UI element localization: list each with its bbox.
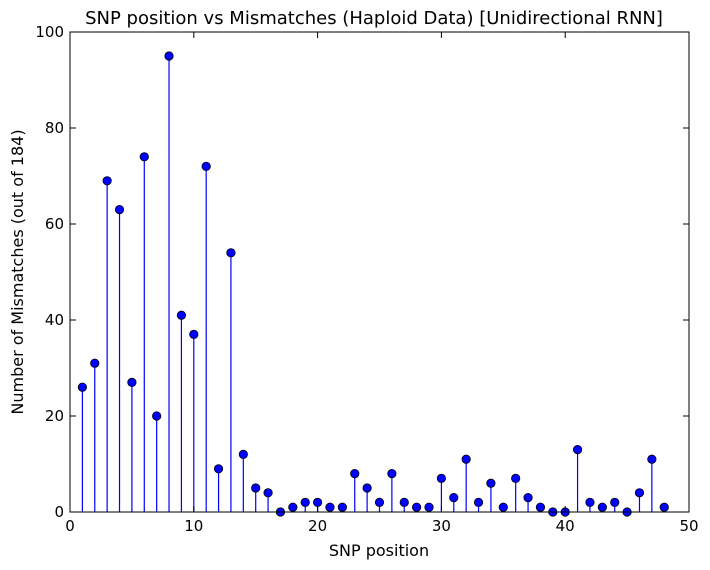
stem-marker	[300, 497, 310, 507]
x-tick-label: 40	[556, 517, 575, 535]
stem-marker	[449, 492, 459, 503]
stem-marker	[597, 502, 607, 512]
stem-marker	[362, 483, 372, 493]
stem-marker	[201, 161, 211, 171]
stem-marker	[114, 205, 125, 215]
stem-marker	[350, 468, 360, 479]
stem-marker	[610, 497, 620, 507]
stem-marker	[77, 382, 87, 392]
stem-marker	[486, 478, 496, 488]
y-axis-ticks: 0 20 40 60 80 100	[35, 23, 689, 521]
stem-marker	[189, 329, 199, 339]
plot-frame	[69, 31, 690, 513]
stem-marker	[399, 497, 409, 507]
stem-marker	[634, 488, 645, 498]
y-tick-label: 80	[45, 119, 64, 137]
stem-marker	[152, 411, 162, 421]
y-tick-label: 20	[45, 407, 64, 425]
stem-marker	[263, 488, 273, 498]
stem-marker	[473, 497, 484, 507]
stem-marker	[213, 464, 224, 474]
stem-marker	[102, 176, 112, 186]
x-tick-label: 30	[432, 517, 451, 535]
x-tick-label: 50	[679, 517, 698, 535]
stem-marker	[498, 502, 508, 512]
stem-marker	[511, 473, 521, 483]
stem-marker	[337, 502, 347, 512]
stem-marker	[374, 497, 385, 507]
stem-marker	[387, 468, 397, 479]
x-axis-ticks: 0 10 20 30 40 50	[65, 32, 699, 535]
stem-marker	[251, 483, 261, 493]
stem-marker	[139, 152, 149, 162]
y-tick-label: 0	[54, 503, 64, 521]
x-tick-label: 10	[184, 517, 203, 535]
stem-marker	[127, 377, 137, 387]
stem-lines	[81, 56, 665, 512]
x-axis-label: SNP position	[329, 541, 429, 560]
stem-marker	[164, 51, 174, 61]
stem-marker	[585, 497, 595, 507]
chart-title: SNP position vs Mismatches (Haploid Data…	[85, 8, 663, 29]
stem-marker	[288, 502, 298, 512]
stem-marker	[535, 502, 546, 512]
stem-markers	[77, 51, 669, 517]
stem-marker	[572, 444, 583, 455]
stem-marker	[176, 310, 187, 320]
y-tick-label: 60	[45, 215, 64, 233]
y-tick-label: 40	[45, 311, 64, 329]
stem-marker	[436, 473, 446, 483]
stem-marker	[461, 454, 471, 464]
y-tick-label: 100	[35, 23, 64, 41]
stem-marker	[226, 248, 236, 258]
x-tick-label: 20	[308, 517, 327, 535]
stem-marker	[90, 358, 100, 368]
stem-marker	[312, 497, 323, 507]
y-axis-label: Number of Mismatches (out of 184)	[8, 129, 27, 414]
stem-marker	[659, 502, 669, 512]
stem-marker	[325, 502, 335, 512]
stem-marker	[523, 492, 533, 503]
stem-marker	[238, 449, 248, 459]
stem-marker	[424, 502, 434, 512]
x-tick-label: 0	[65, 517, 75, 535]
stem-marker	[647, 454, 657, 464]
stem-marker	[412, 502, 422, 512]
